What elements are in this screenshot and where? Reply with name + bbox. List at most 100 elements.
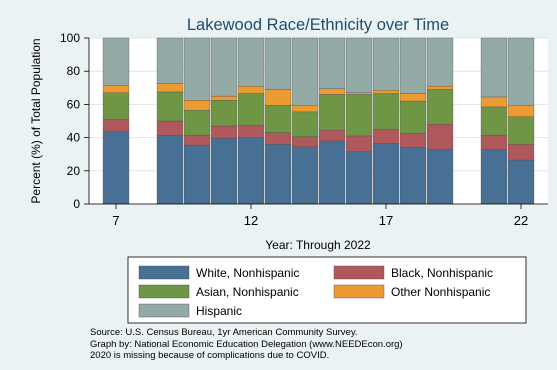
bar-segment (372, 37, 400, 91)
legend-swatch (138, 265, 190, 280)
bar-segment (372, 129, 400, 144)
y-tick-label: 80 (67, 64, 81, 78)
source-note: Source: U.S. Census Bureau, 1yr American… (90, 327, 358, 338)
bar-segment (345, 37, 373, 93)
bar-segment (102, 37, 130, 86)
bar-segment (264, 89, 292, 106)
bar-segment (507, 116, 535, 145)
bar-segment (210, 37, 238, 97)
bar-segment (183, 110, 211, 136)
bar-segment (264, 105, 292, 133)
legend-swatch (138, 303, 190, 318)
y-tick-label: 20 (67, 164, 81, 178)
chart-title: Lakewood Race/Ethnicity over Time (187, 16, 449, 34)
bar-segment (210, 100, 238, 127)
bar-segment (318, 88, 346, 95)
bar-segment (183, 134, 211, 146)
legend-label: White, Nonhispanic (196, 266, 299, 280)
bar-segment (426, 89, 454, 125)
x-tick-label: 17 (379, 213, 393, 228)
bar-segment (210, 138, 238, 205)
bar-segment (102, 119, 130, 132)
bar-segment (345, 151, 373, 205)
legend-label: Black, Nonhispanic (391, 266, 493, 280)
legend-label: Asian, Nonhispanic (196, 285, 299, 299)
x-axis-label: Year: Through 2022 (265, 238, 371, 252)
bar-segment (264, 132, 292, 145)
bar-segment (399, 147, 427, 205)
bar-segment (102, 131, 130, 205)
bar-segment (183, 144, 211, 205)
bar-segment (291, 105, 319, 113)
x-tick-label: 22 (514, 213, 528, 228)
bar-segment (156, 134, 184, 205)
bar-segment (318, 129, 346, 142)
bar-segment (156, 37, 184, 84)
bar-segment (318, 94, 346, 131)
bar-segment (480, 106, 508, 136)
bar-segment (507, 144, 535, 161)
bar-segment (291, 111, 319, 137)
bar-segment (480, 37, 508, 98)
bar-segment (237, 85, 265, 94)
bar-segment (237, 137, 265, 205)
legend-box (127, 256, 527, 324)
bar-segment (264, 37, 292, 90)
bar-segment (426, 37, 454, 87)
bar-segment (183, 100, 211, 111)
bar-segment (480, 96, 508, 108)
bar-segment (102, 85, 130, 93)
bar-segment (399, 37, 427, 94)
bar-segment (372, 90, 400, 94)
bar-segment (399, 133, 427, 148)
axes: 0 20 40 60 80 100 7 12 17 22 (60, 31, 548, 228)
bar-segment (507, 37, 535, 106)
bar-segment (291, 37, 319, 106)
legend-swatch (138, 284, 190, 299)
y-tick-label: 40 (67, 131, 81, 145)
bar-segment (237, 37, 265, 87)
bar-segment (156, 120, 184, 136)
bar-segment (426, 149, 454, 205)
x-tick-label: 7 (112, 213, 119, 228)
y-tick-label: 0 (73, 197, 80, 211)
bar-segment (183, 37, 211, 101)
y-tick-label: 100 (60, 31, 80, 45)
bar-segment (480, 134, 508, 150)
bar-segment (507, 105, 535, 118)
bars (102, 37, 535, 205)
legend-label: Hispanic (196, 304, 242, 318)
bar-segment (156, 83, 184, 93)
bar-segment (345, 92, 373, 95)
bar-segment (291, 136, 319, 147)
bar-segment (210, 125, 238, 139)
credit-note: Graph by: National Economic Education De… (90, 338, 403, 350)
bar-segment (102, 92, 130, 120)
bar-segment (480, 149, 508, 205)
legend: White, Nonhispanic Black, Nonhispanic Asia… (138, 265, 493, 318)
bar-segment (318, 140, 346, 205)
bar-segment (345, 135, 373, 152)
legend-swatch (333, 265, 385, 280)
bar-segment (210, 95, 238, 101)
bar-segment (372, 93, 400, 130)
bar-segment (291, 146, 319, 205)
bar-segment (156, 91, 184, 122)
legend-label: Other Nonhispanic (391, 285, 490, 299)
bar-segment (237, 93, 265, 126)
legend-swatch (333, 284, 385, 299)
x-tick-label: 12 (244, 213, 258, 228)
missing-year-note: 2020 is missing because of complications… (90, 350, 330, 361)
bar-segment (399, 93, 427, 102)
bar-segment (237, 124, 265, 138)
bar-segment (426, 85, 454, 90)
y-axis-label: Percent (%) of Total Population (29, 38, 43, 203)
bar-segment (264, 144, 292, 205)
bar-segment (399, 100, 427, 134)
bar-segment (372, 143, 400, 205)
bar-segment (318, 37, 346, 89)
bar-segment (507, 159, 535, 205)
bar-segment (426, 124, 454, 150)
y-tick-label: 60 (67, 97, 81, 111)
